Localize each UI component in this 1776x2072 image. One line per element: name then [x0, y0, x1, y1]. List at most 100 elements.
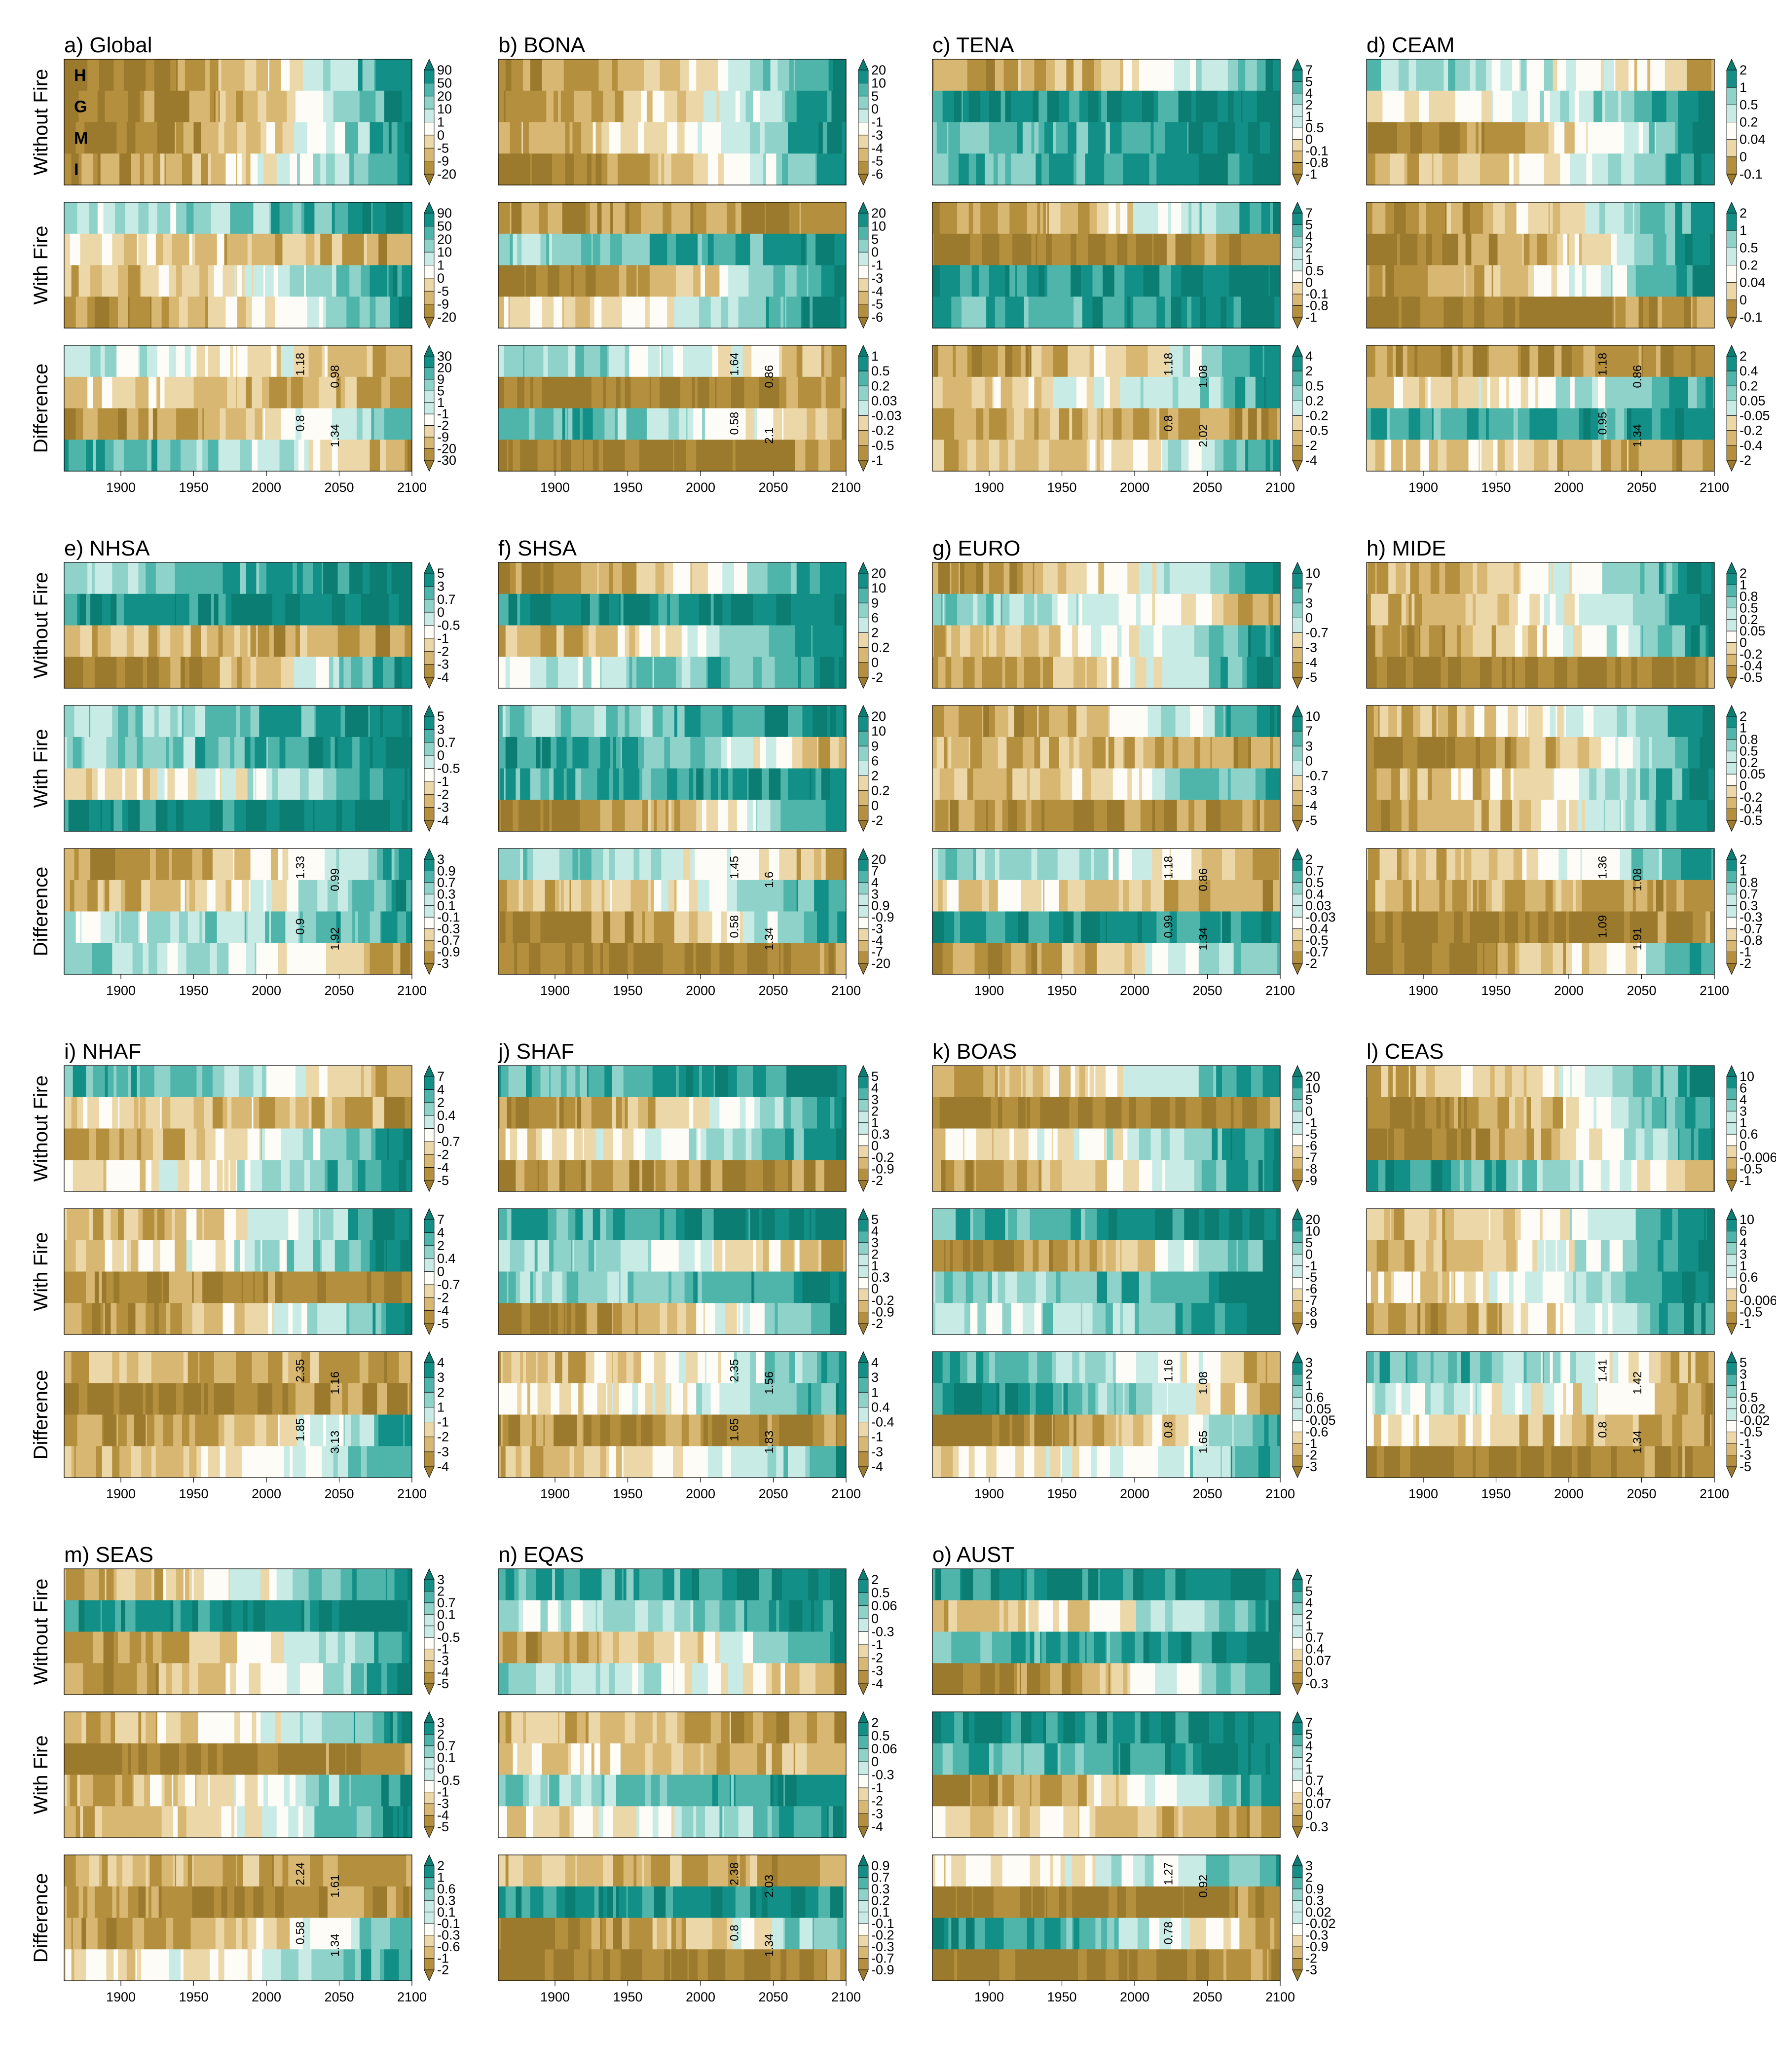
- heatmap-cell: [189, 593, 198, 626]
- heatmap-cell: [546, 440, 554, 472]
- heatmap-cell: [1398, 59, 1409, 91]
- colorbar-segment: [1726, 122, 1737, 140]
- heatmap-cell: [225, 153, 236, 185]
- heatmap-cell: [1166, 59, 1175, 91]
- heatmap-cell: [1261, 202, 1269, 234]
- heatmap-cell: [498, 296, 502, 329]
- heatmap-cell: [959, 562, 961, 594]
- heatmap-cell: [754, 296, 758, 329]
- colorbar-segment: [858, 135, 869, 148]
- heatmap-cell: [337, 737, 353, 769]
- heatmap-cell: [1132, 59, 1140, 91]
- heatmap-cell: [80, 562, 88, 594]
- heatmap-cell: [1442, 153, 1448, 185]
- heatmap-cell: [932, 562, 939, 594]
- colorbar-segment: [1292, 81, 1303, 94]
- heatmap-cell: [304, 440, 309, 472]
- heatmap-cell: [167, 943, 178, 975]
- heatmap-cell: [1150, 122, 1154, 154]
- heatmap-cell: [1112, 800, 1116, 832]
- heatmap-cell: [1169, 849, 1172, 881]
- heatmap-cell: [1684, 593, 1687, 626]
- heatmap-cell: [1049, 202, 1061, 234]
- heatmap-cell: [1487, 345, 1489, 377]
- heatmap-cell: [1582, 625, 1591, 657]
- heatmap-cell: [1621, 153, 1635, 185]
- heatmap-cell: [956, 59, 959, 91]
- heatmap-cell: [1132, 768, 1140, 800]
- heatmap-cell: [510, 657, 516, 689]
- heatmap-cell: [1106, 345, 1118, 377]
- heatmap-cell: [944, 849, 946, 881]
- heatmap-cell: [325, 408, 333, 440]
- heatmap-cell: [1060, 440, 1065, 472]
- heatmap-cell: [322, 800, 324, 832]
- heatmap-cell: [777, 562, 785, 594]
- heatmap-cell: [1037, 593, 1046, 626]
- heatmap-cell: [1097, 943, 1103, 975]
- heatmap-cell: [1407, 233, 1409, 266]
- heatmap-cell: [995, 296, 1005, 329]
- heatmap-frame: [1366, 59, 1715, 185]
- heatmap-cell: [932, 705, 945, 738]
- heatmap-cell: [756, 800, 758, 832]
- heatmap-cell: [92, 768, 98, 800]
- heatmap-cell: [1476, 296, 1485, 329]
- heatmap-cell: [1159, 943, 1169, 975]
- colorbar-segment: [1292, 305, 1303, 318]
- heatmap-cell: [1635, 265, 1651, 297]
- heatmap-cell: [164, 153, 166, 185]
- heatmap-cell: [606, 440, 614, 472]
- heatmap-cell: [1200, 296, 1207, 329]
- heatmap-cell: [704, 408, 714, 440]
- heatmap-cell: [1132, 376, 1141, 409]
- colorbar-tick-label: -0.5: [437, 761, 460, 776]
- heatmap-cell: [1118, 296, 1125, 329]
- heatmap-cell: [1513, 440, 1518, 472]
- heatmap-cell: [513, 233, 518, 266]
- colorbar-tick-label: 90: [437, 63, 452, 77]
- heatmap-cell: [372, 202, 386, 234]
- heatmap-cell: [1634, 233, 1649, 266]
- heatmap-cell: [1640, 625, 1642, 657]
- heatmap-cell: [932, 911, 945, 943]
- heatmap-cell: [1700, 593, 1710, 626]
- heatmap-cell: [526, 202, 537, 234]
- heatmap-cell: [675, 880, 678, 912]
- heatmap-cell: [346, 296, 360, 329]
- heatmap-cell: [1638, 296, 1643, 329]
- heatmap-cell: [186, 202, 194, 234]
- threshold-annotation: 1.08: [1197, 365, 1210, 388]
- heatmap-cell: [243, 90, 253, 123]
- heatmap-cell: [1051, 296, 1064, 329]
- heatmap-cell: [1442, 625, 1445, 657]
- panel-title: g) EURO: [932, 536, 1020, 560]
- heatmap-cell: [256, 562, 259, 594]
- heatmap-cell: [1687, 408, 1699, 440]
- heatmap-cell: [64, 737, 68, 769]
- heatmap-cell: [1517, 440, 1527, 472]
- heatmap-cell: [985, 153, 994, 185]
- heatmap-cell: [1570, 202, 1586, 234]
- heatmap-cell: [945, 849, 958, 881]
- heatmap-cell: [1681, 153, 1692, 185]
- heatmap-cell: [137, 233, 139, 266]
- heatmap-cell: [1675, 376, 1689, 409]
- heatmap-cell: [1491, 657, 1502, 689]
- heatmap-cell: [202, 408, 204, 440]
- heatmap-cell: [1640, 202, 1652, 234]
- heatmap-cell: [1191, 296, 1195, 329]
- heatmap-cell: [1107, 911, 1119, 943]
- heatmap-cell: [521, 562, 532, 594]
- heatmap-cell: [1407, 625, 1415, 657]
- heatmap-cell: [1417, 625, 1419, 657]
- heatmap-cell: [158, 705, 169, 738]
- heatmap-cell: [319, 202, 325, 234]
- heatmap-cell: [222, 122, 224, 154]
- heatmap-cell: [718, 800, 724, 832]
- heatmap-cell: [1419, 376, 1425, 409]
- heatmap-cell: [372, 657, 383, 689]
- heatmap-cell: [252, 233, 264, 266]
- heatmap-cell: [1168, 593, 1182, 626]
